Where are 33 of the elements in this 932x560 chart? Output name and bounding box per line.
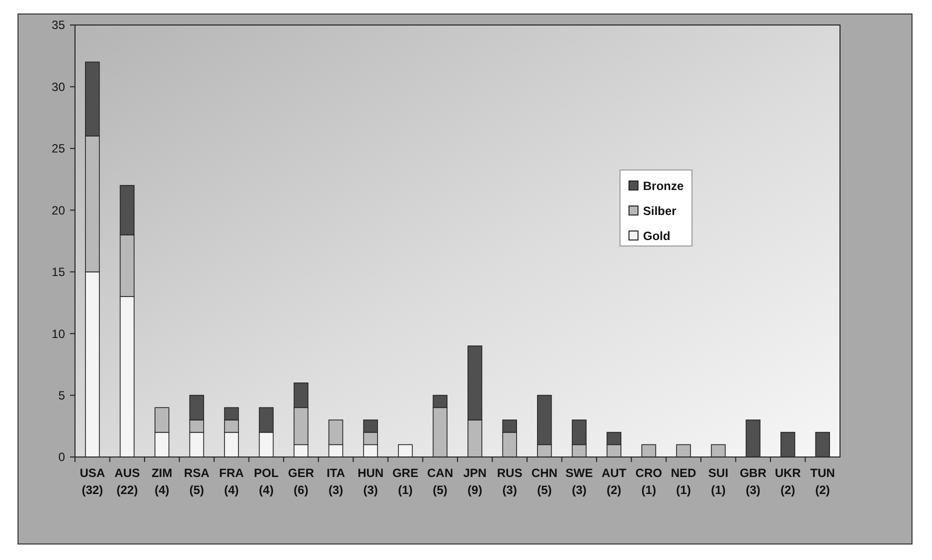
x-tick-label: POL (4)	[254, 466, 279, 497]
x-tick-label: FRA (4)	[219, 466, 244, 497]
legend-label: Silber	[643, 204, 677, 218]
x-tick-label: USA (32)	[80, 466, 106, 497]
x-tick-label: CHN (5)	[531, 466, 558, 497]
x-tick-label: AUS (22)	[114, 466, 140, 497]
y-tick-label: 20	[52, 203, 66, 218]
legend-label: Bronze	[643, 179, 684, 194]
x-tick-label: SWE (3)	[566, 466, 593, 497]
x-tick-label: NED (1)	[670, 466, 697, 497]
x-tick-label: ZIM (4)	[152, 466, 172, 497]
x-tick-label: CAN (5)	[427, 466, 454, 497]
x-tick-label: GRE (1)	[392, 466, 418, 497]
x-tick-label: GBR (3)	[740, 466, 767, 497]
x-tick-label: TUN (2)	[810, 466, 835, 497]
x-tick-label: RSA (5)	[184, 466, 210, 497]
x-tick-label: JPN (9)	[463, 466, 487, 497]
y-tick-label: 35	[52, 18, 66, 32]
y-tick-label: 15	[52, 265, 66, 280]
y-tick-label: 10	[52, 326, 66, 341]
x-tick-label: SUI (1)	[708, 466, 728, 497]
x-tick-label: RUS (3)	[496, 466, 522, 497]
x-tick-label: UKR (2)	[774, 466, 802, 497]
y-tick-label: 25	[52, 142, 66, 156]
y-tick-label: 5	[58, 388, 66, 402]
legend-label: Gold	[643, 229, 670, 244]
y-tick-label: 0	[58, 450, 66, 464]
x-tick-label: HUN (3)	[358, 466, 384, 497]
x-tick-label: AUT (2)	[602, 466, 627, 497]
x-tick-label: CRO (1)	[635, 466, 662, 497]
x-tick-label: GER (6)	[288, 466, 314, 497]
x-tick-label: ITA (3)	[326, 466, 346, 497]
y-tick-label: 30	[52, 80, 66, 94]
